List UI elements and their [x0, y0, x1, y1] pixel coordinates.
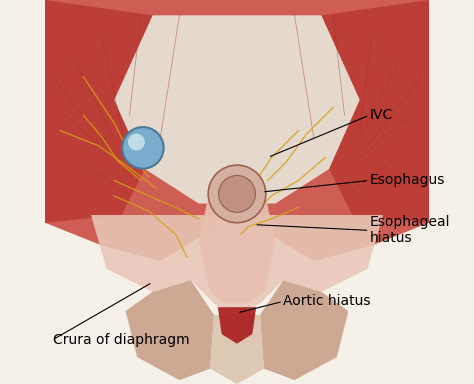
Text: Aortic hiatus: Aortic hiatus: [283, 295, 371, 308]
Circle shape: [122, 127, 164, 169]
Polygon shape: [260, 280, 348, 380]
Polygon shape: [218, 307, 256, 344]
Polygon shape: [114, 15, 360, 204]
Text: Crura of diaphragm: Crura of diaphragm: [53, 333, 189, 347]
Text: Esophagus: Esophagus: [369, 174, 445, 187]
Polygon shape: [199, 188, 275, 303]
Circle shape: [208, 165, 266, 223]
Polygon shape: [45, 0, 153, 223]
Polygon shape: [321, 0, 429, 223]
Polygon shape: [91, 215, 383, 319]
Polygon shape: [45, 0, 429, 261]
Polygon shape: [126, 280, 214, 380]
Polygon shape: [210, 315, 264, 384]
Circle shape: [219, 175, 255, 212]
Text: IVC: IVC: [369, 108, 393, 122]
Text: Esophageal
hiatus: Esophageal hiatus: [369, 215, 450, 245]
Circle shape: [128, 134, 145, 151]
